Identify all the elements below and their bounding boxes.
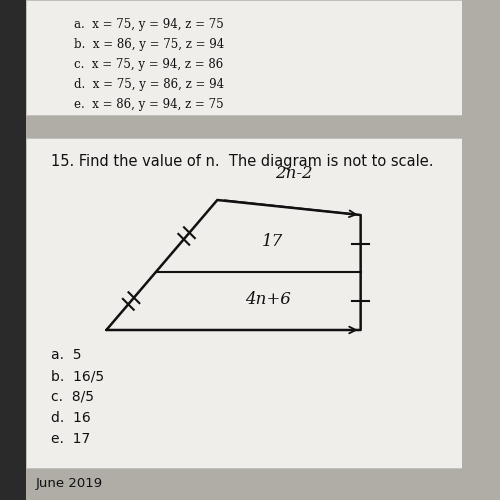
Text: b.  x = 86, y = 75, z = 94: b. x = 86, y = 75, z = 94 — [74, 38, 224, 51]
Text: a.  5: a. 5 — [51, 348, 82, 362]
Text: 17: 17 — [262, 232, 283, 250]
Text: e.  x = 86, y = 94, z = 75: e. x = 86, y = 94, z = 75 — [74, 98, 224, 111]
Text: a.  x = 75, y = 94, z = 75: a. x = 75, y = 94, z = 75 — [74, 18, 224, 31]
Text: d.  x = 75, y = 86, z = 94: d. x = 75, y = 86, z = 94 — [74, 78, 224, 91]
Text: d.  16: d. 16 — [51, 411, 90, 425]
Bar — [0, 0, 26, 500]
Bar — [26, 0, 462, 115]
Text: c.  8/5: c. 8/5 — [51, 390, 94, 404]
Text: e.  17: e. 17 — [51, 432, 90, 446]
Bar — [26, 138, 462, 468]
Text: b.  16/5: b. 16/5 — [51, 369, 104, 383]
Text: 4n+6: 4n+6 — [244, 292, 290, 308]
Text: June 2019: June 2019 — [35, 477, 102, 490]
Text: 2n-2: 2n-2 — [275, 165, 312, 182]
Text: 15. Find the value of n.  The diagram is not to scale.: 15. Find the value of n. The diagram is … — [51, 154, 434, 169]
Text: c.  x = 75, y = 94, z = 86: c. x = 75, y = 94, z = 86 — [74, 58, 223, 71]
